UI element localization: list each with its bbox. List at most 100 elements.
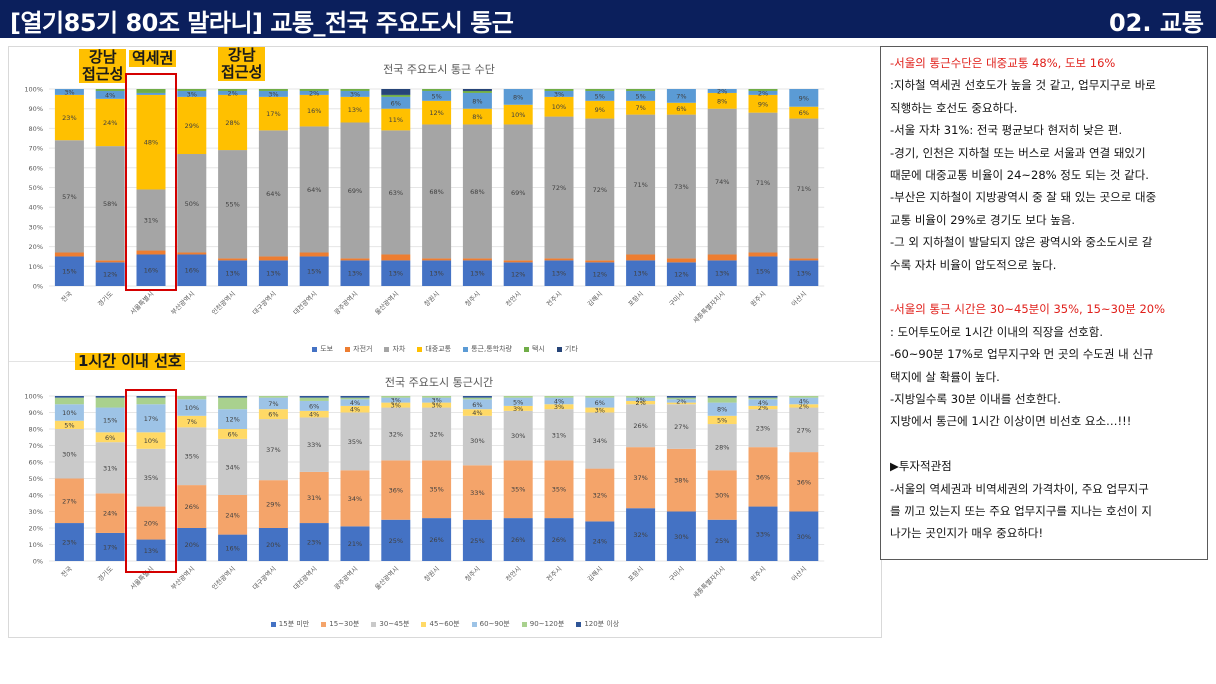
bar-segment [299,471,329,524]
legend-swatch [521,621,527,627]
bar-segment [462,90,492,93]
bar-segment [666,404,696,449]
bar-segment [585,262,615,286]
legend-swatch [312,346,318,352]
bar-segment [258,130,288,257]
data-label: 16% [225,544,239,552]
bar-segment [544,260,574,286]
legend-swatch [576,621,582,627]
bar-segment [177,154,207,253]
bar-segment [707,254,737,261]
data-label: 37% [633,474,647,482]
bar-segment [258,528,288,561]
note-line: -60~90분 17%로 업무지구와 먼 곳의 수도권 내 신규 [890,347,1154,362]
bar-segment [707,470,737,520]
bar-segment [299,417,329,472]
x-tick-label: 전주시 [544,289,563,308]
bar-segment [422,258,452,261]
data-label: 24% [593,538,607,546]
bar-segment [381,402,411,408]
bar-segment [381,94,411,97]
data-label: 10% [144,437,158,445]
bar-segment [462,409,492,416]
bar-segment [340,89,370,91]
callout-text: 강남 접근성 [82,48,124,83]
data-label: 2% [309,89,319,97]
legend-item: 자전거 [345,345,372,353]
data-label: 71% [633,181,647,189]
bar-segment [789,89,819,107]
bar-segment [95,260,125,263]
data-label: 71% [797,185,811,193]
note-line: 수록 자차 비율이 압도적으로 높다. [890,257,1057,272]
data-label: 4% [554,397,564,405]
x-tick-label: 대구광역시 [250,289,278,317]
bar-segment [585,260,615,263]
bar-segment [177,89,207,91]
bar-segment [626,404,656,448]
y-tick-label: 30% [29,508,43,516]
data-label: 64% [307,186,321,194]
bar-segment [748,256,778,286]
bar-segment [54,397,84,405]
legend-item: 택시 [523,345,545,353]
data-label: 21% [348,540,362,548]
bar-segment [340,397,370,400]
legend-item: 기타 [556,345,578,353]
legend-swatch [523,346,529,352]
seoul-highlight-box-top [125,73,177,291]
data-label: 27% [62,497,76,505]
callout-station-area: 역세권 [129,50,177,67]
data-label: 35% [429,486,443,494]
data-label: 33% [307,441,321,449]
x-tick-label: 인천광역시 [210,289,238,317]
note-line: 교통 비율이 29%로 경기도 보다 높음. [890,212,1076,227]
note-line: -서울의 통근수단은 대중교통 48%, 도보 16% [890,56,1116,70]
data-label: 13% [552,270,566,278]
bar-segment [95,432,125,443]
bar-segment [340,412,370,471]
bar-segment [544,89,574,91]
bar-segment [340,405,370,413]
data-label: 31% [552,431,566,439]
bar-segment [748,447,778,507]
bar-segment [95,532,125,561]
bar-segment [54,256,84,286]
data-label: 13% [348,106,362,114]
bar-segment [299,396,329,398]
bar-segment [462,124,492,259]
y-tick-label: 90% [29,105,43,113]
bar-segment [748,94,778,113]
x-tick-label: 세종특별자치시 [691,289,727,325]
data-label: 6% [799,109,809,117]
data-label: 29% [185,122,199,130]
legend-label: 대중교통 [425,345,452,353]
data-label: 63% [389,189,403,197]
bar-segment [422,89,452,91]
data-label: 23% [307,539,321,547]
bar-segment [544,404,574,410]
data-label: 32% [633,531,647,539]
bar-segment [258,256,288,261]
bar-segment [626,260,656,286]
data-label: 16% [185,267,199,275]
data-label: 29% [266,501,280,509]
x-tick-label: 대전광역시 [291,564,319,592]
data-label: 7% [676,92,686,100]
data-label: 5% [431,92,441,100]
bar-segment [258,396,288,398]
bar-segment [503,410,533,461]
bar-segment [218,438,248,495]
legend-label: 90~120분 [529,620,565,628]
bar-segment [707,396,737,398]
bar-segment [54,396,84,398]
bar-segment [666,397,696,400]
bar-segment [258,90,288,97]
bar-segment [789,407,819,453]
bar-segment [707,424,737,471]
data-label: 25% [715,537,729,545]
data-label: 20% [185,541,199,549]
bar-segment [666,102,696,115]
data-label: 13% [715,270,729,278]
data-label: 34% [348,495,362,503]
